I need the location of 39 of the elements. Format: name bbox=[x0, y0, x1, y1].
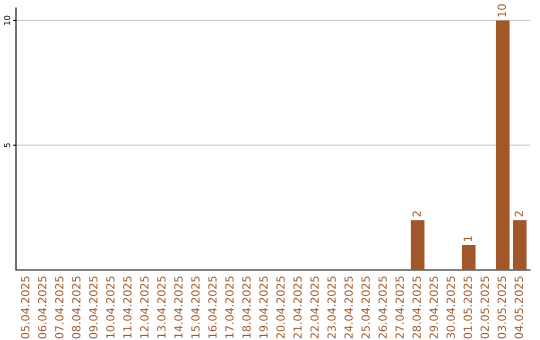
bar bbox=[410, 220, 424, 270]
data-label: 1 bbox=[464, 236, 472, 242]
bar bbox=[462, 245, 476, 270]
x-tick-label: 09.04.2025 bbox=[89, 276, 98, 338]
x-tick-label: 06.04.2025 bbox=[38, 276, 46, 338]
x-tick-label: 20.04.2025 bbox=[276, 276, 285, 338]
data-label: 2 bbox=[412, 211, 421, 217]
data-label: 10 bbox=[498, 4, 506, 16]
x-tick-label: 29.04.2025 bbox=[430, 276, 438, 338]
bar bbox=[496, 20, 510, 270]
x-tick-label: 02.05.2025 bbox=[480, 276, 489, 338]
x-tick-label: 10.04.2025 bbox=[106, 276, 115, 338]
y-tick-label: 5 bbox=[4, 143, 10, 148]
x-tick-label: 03.05.2025 bbox=[498, 276, 506, 338]
x-tick-label: 30.04.2025 bbox=[446, 276, 455, 338]
x-tick-label: 17.04.2025 bbox=[225, 276, 234, 338]
x-tick-label: 28.04.2025 bbox=[412, 276, 421, 338]
x-tick-label: 14.04.2025 bbox=[174, 276, 183, 338]
x-tick-label: 01.05.2025 bbox=[464, 276, 472, 338]
x-tick-label: 19.04.2025 bbox=[259, 276, 268, 338]
x-tick-label: 05.04.2025 bbox=[21, 276, 30, 338]
x-tick-label: 11.04.2025 bbox=[123, 276, 132, 338]
x-tick-label: 25.04.2025 bbox=[361, 276, 370, 338]
data-label: 2 bbox=[514, 211, 523, 217]
x-tick-label: 18.04.2025 bbox=[242, 276, 251, 338]
bar bbox=[512, 220, 527, 270]
x-tick-label: 08.04.2025 bbox=[72, 276, 80, 338]
x-tick-label: 26.04.2025 bbox=[378, 276, 387, 338]
x-tick-label: 13.04.2025 bbox=[157, 276, 166, 338]
x-tick-label: 23.04.2025 bbox=[327, 276, 336, 338]
x-tick-label: 16.04.2025 bbox=[208, 276, 217, 338]
x-tick-label: 21.04.2025 bbox=[293, 276, 302, 338]
x-tick-label: 07.04.2025 bbox=[55, 276, 64, 338]
x-tick-label: 27.04.2025 bbox=[395, 276, 404, 338]
x-tick-label: 12.04.2025 bbox=[140, 276, 149, 338]
x-tick-label: 22.04.2025 bbox=[310, 276, 319, 338]
x-tick-label: 15.04.2025 bbox=[191, 276, 200, 338]
x-tick-label: 04.05.2025 bbox=[514, 276, 524, 338]
x-tick-label: 24.04.2025 bbox=[344, 276, 353, 338]
